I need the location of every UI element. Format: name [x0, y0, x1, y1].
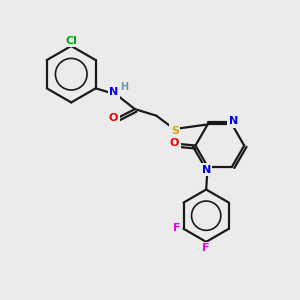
- Text: N: N: [110, 87, 119, 97]
- Text: S: S: [171, 125, 179, 136]
- Text: N: N: [229, 116, 238, 127]
- Text: O: O: [109, 113, 118, 123]
- Text: O: O: [170, 139, 179, 148]
- Text: F: F: [173, 223, 181, 233]
- Text: Cl: Cl: [65, 36, 77, 46]
- Text: F: F: [202, 243, 209, 254]
- Text: H: H: [121, 82, 129, 92]
- Text: N: N: [202, 165, 211, 175]
